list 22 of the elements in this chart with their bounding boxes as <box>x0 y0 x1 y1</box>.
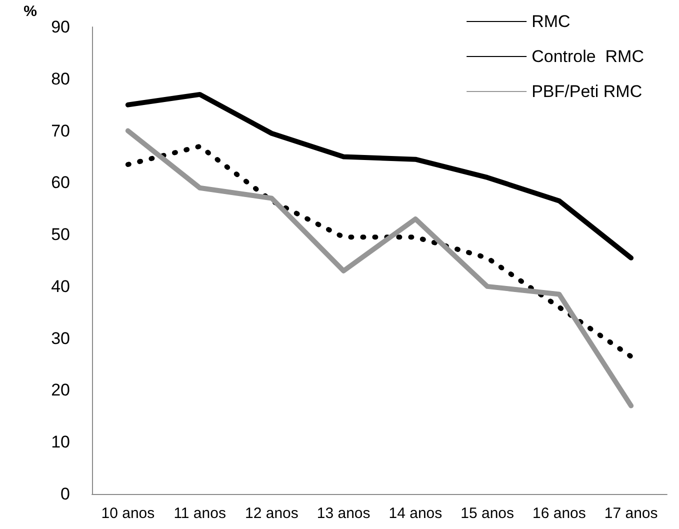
y-tick-label: 90 <box>51 18 70 36</box>
x-tick-label: 16 anos <box>532 505 586 522</box>
y-tick-label: 70 <box>51 121 70 140</box>
x-tick-label: 15 anos <box>460 505 514 522</box>
y-tick-label: 60 <box>51 173 70 192</box>
legend-label: Controle RMC <box>532 47 644 66</box>
x-tick-label: 11 anos <box>174 505 226 522</box>
x-tick-label: 10 anos <box>101 505 155 522</box>
y-tick-label: 20 <box>51 380 70 400</box>
y-axis-title: % <box>24 3 37 20</box>
y-tick-label: 40 <box>51 276 70 296</box>
x-tick-label: 17 anos <box>604 505 658 522</box>
legend-label: PBF/Peti RMC <box>532 82 642 101</box>
x-tick-label: 14 anos <box>388 505 442 522</box>
y-tick-label: 30 <box>51 328 70 348</box>
x-tick-label: 12 anos <box>244 505 298 522</box>
legend-label: RMC <box>532 12 570 31</box>
x-tick-label: 13 anos <box>316 505 370 522</box>
y-tick-label: 0 <box>60 484 70 504</box>
y-tick-label: 80 <box>51 69 70 88</box>
y-tick-label: 10 <box>51 432 70 452</box>
y-tick-label: 50 <box>51 225 70 244</box>
